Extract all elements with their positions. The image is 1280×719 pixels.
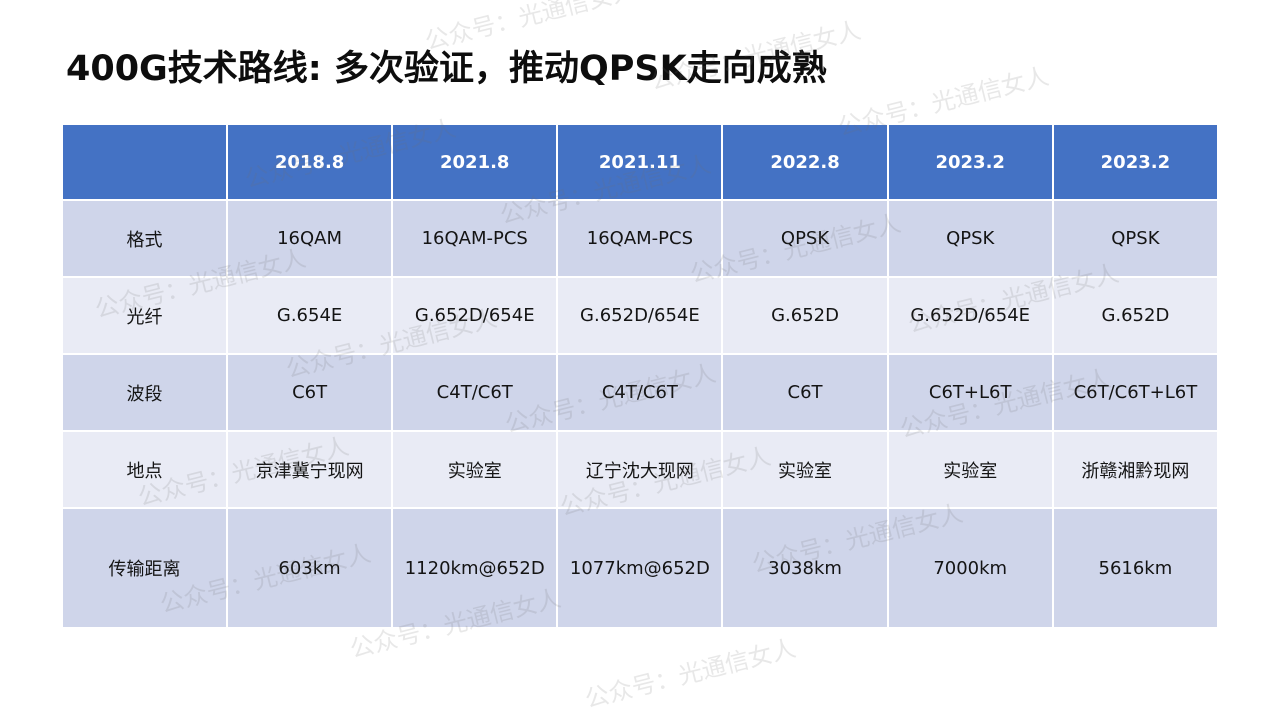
table-row-location: 地点 京津冀宁现网 实验室 辽宁沈大现网 实验室 实验室 浙赣湘黔现网: [61, 430, 1220, 509]
slide-title: 400G技术路线: 多次验证，推动QPSK走向成熟: [66, 49, 827, 89]
row-label: 传输距离: [61, 507, 228, 629]
table-cell: G.654E: [225, 276, 394, 355]
table-cell: G.652D: [1051, 276, 1220, 355]
table-row-format: 格式 16QAM 16QAM-PCS 16QAM-PCS QPSK QPSK Q…: [61, 199, 1220, 278]
row-label: 光纤: [61, 276, 228, 355]
table-cell: 1120km@652D: [391, 507, 559, 629]
watermark-text: 公众号：光通信女人: [582, 634, 799, 714]
table-cell: C6T+L6T: [886, 353, 1054, 432]
table-cell: QPSK: [721, 199, 889, 278]
table-cell: 16QAM-PCS: [556, 199, 724, 278]
table-cell: 1077km@652D: [556, 507, 724, 629]
table-cell: 3038km: [721, 507, 889, 629]
table-cell: G.652D: [721, 276, 889, 355]
header-cell-date: 2021.8: [391, 123, 559, 201]
table-cell: C4T/C6T: [556, 353, 724, 432]
table-row-distance: 传输距离 603km 1120km@652D 1077km@652D 3038k…: [61, 507, 1220, 629]
row-label: 波段: [61, 353, 228, 432]
header-cell-date: 2021.11: [556, 123, 724, 201]
table-cell: 辽宁沈大现网: [556, 430, 724, 509]
table-cell: 浙赣湘黔现网: [1051, 430, 1220, 509]
header-cell-date: 2023.2: [1051, 123, 1220, 201]
header-cell-date: 2022.8: [721, 123, 889, 201]
row-label: 格式: [61, 199, 228, 278]
table-cell: QPSK: [1051, 199, 1220, 278]
table-cell: 实验室: [886, 430, 1054, 509]
table-cell: G.652D/654E: [391, 276, 559, 355]
table-cell: 7000km: [886, 507, 1054, 629]
table-header-row: 2018.8 2021.8 2021.11 2022.8 2023.2 2023…: [61, 123, 1220, 201]
table-cell: C6T: [721, 353, 889, 432]
table-cell: G.652D/654E: [886, 276, 1054, 355]
table-cell: 实验室: [391, 430, 559, 509]
header-cell-date: 2018.8: [225, 123, 394, 201]
table-cell: C6T: [225, 353, 394, 432]
table-cell: 实验室: [721, 430, 889, 509]
table-cell: 603km: [225, 507, 394, 629]
table-cell: 5616km: [1051, 507, 1220, 629]
table-cell: 16QAM-PCS: [391, 199, 559, 278]
table-cell: 16QAM: [225, 199, 394, 278]
table-cell: QPSK: [886, 199, 1054, 278]
table-cell: G.652D/654E: [556, 276, 724, 355]
row-label: 地点: [61, 430, 228, 509]
table-row-band: 波段 C6T C4T/C6T C4T/C6T C6T C6T+L6T C6T/C…: [61, 353, 1220, 432]
comparison-table: 2018.8 2021.8 2021.11 2022.8 2023.2 2023…: [61, 123, 1220, 629]
table-cell: 京津冀宁现网: [225, 430, 394, 509]
table-cell: C6T/C6T+L6T: [1051, 353, 1220, 432]
header-cell-empty: [61, 123, 228, 201]
header-cell-date: 2023.2: [886, 123, 1054, 201]
table-cell: C4T/C6T: [391, 353, 559, 432]
table-row-fiber: 光纤 G.654E G.652D/654E G.652D/654E G.652D…: [61, 276, 1220, 355]
